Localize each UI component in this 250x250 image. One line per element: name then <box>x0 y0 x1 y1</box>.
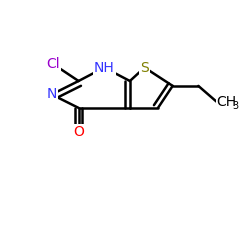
Text: Cl: Cl <box>46 57 60 71</box>
Text: CH: CH <box>217 95 237 109</box>
Text: S: S <box>140 60 149 74</box>
Text: N: N <box>46 88 57 102</box>
Text: O: O <box>73 125 84 139</box>
Text: NH: NH <box>94 60 114 74</box>
Text: 3: 3 <box>232 101 238 111</box>
